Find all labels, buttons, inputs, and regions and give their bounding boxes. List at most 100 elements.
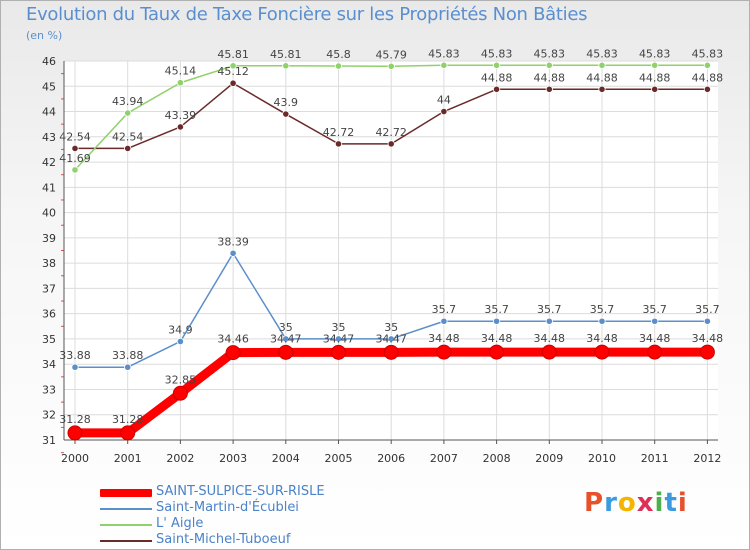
x-tick-label: 2011 [641,452,669,465]
proxiti-logo: Proxiti [584,488,688,518]
data-point [492,317,501,325]
data-point [651,85,659,93]
data-point [440,61,448,69]
data-point [229,79,237,87]
logo-letter: i [654,488,665,518]
data-label: 45.12 [217,65,249,78]
data-point [278,344,294,360]
y-tick-label: 43 [42,131,56,144]
y-tick-label: 33 [42,383,56,396]
data-label: 34.46 [217,333,249,346]
data-label: 45.83 [639,47,671,60]
y-tick-label: 32 [42,409,56,422]
data-point [492,85,501,93]
data-label: 35.7 [537,303,562,316]
data-point [598,61,606,69]
y-tick-label: 40 [42,207,56,220]
data-label: 35.7 [642,303,667,316]
x-tick-label: 2012 [693,452,721,465]
data-label: 35.7 [432,303,457,316]
chart-title: Evolution du Taux de Taxe Foncière sur l… [26,4,588,25]
data-label: 45.83 [534,47,566,60]
data-point [440,107,448,116]
y-tick-label: 46 [42,55,56,68]
logo-letter: i [677,488,688,518]
data-point [594,344,610,360]
logo-letter: x [636,488,655,518]
x-tick-label: 2008 [483,452,511,465]
legend-swatch [100,540,152,542]
data-point [651,61,659,69]
unit-label: (en %) [26,29,63,42]
data-label: 35.7 [590,303,615,316]
legend-label: SAINT-SULPICE-SUR-RISLE [156,484,325,499]
data-point [176,123,184,131]
data-label: 33.88 [112,349,144,362]
data-label: 34.47 [323,332,355,345]
data-label: 45.81 [270,48,302,61]
x-tick-label: 2009 [535,452,563,465]
data-label: 34.48 [639,332,671,345]
data-point [176,337,184,346]
data-label: 44.88 [639,71,671,84]
data-point [383,344,399,360]
data-point [489,344,505,360]
data-label: 35.7 [695,303,720,316]
data-point [282,335,290,343]
data-label: 33.88 [59,349,91,362]
x-tick-label: 2000 [61,452,89,465]
data-label: 34.48 [534,332,566,345]
data-point [703,85,712,93]
data-point [436,344,452,360]
data-label: 44.88 [692,71,724,84]
data-point [124,109,132,117]
data-label: 35 [279,321,293,334]
data-point [334,335,343,343]
data-label: 35.7 [484,303,509,316]
data-label: 35 [384,321,398,334]
y-tick-label: 41 [42,181,56,194]
logo-letter: r [604,488,618,518]
line-chart: 31 32 33 34 35 36 37 38 39 40 41 42 43 44 45 46 2000 2001… [42,47,723,465]
data-label: 34.48 [586,332,618,345]
data-label: 38.39 [217,235,249,248]
data-labels: 31.28 31.28 32.85 34.46 34.47 34.47 34.47 34.48… [59,47,723,426]
data-label: 42.54 [59,130,91,143]
data-label: 34.9 [168,323,193,336]
data-label: 42.72 [323,126,355,139]
data-label: 45.81 [217,48,249,61]
data-point [334,140,343,148]
data-point [440,317,448,325]
series-layer [67,61,715,441]
data-point [387,62,395,70]
data-label: 34.47 [375,332,407,345]
x-tick-label: 2004 [272,452,300,465]
data-label: 45.79 [375,48,407,61]
data-point [225,345,241,361]
data-point [492,61,501,69]
legend-swatch [100,524,152,526]
data-point [598,85,606,93]
x-tick-label: 2007 [430,452,458,465]
grid [64,60,718,441]
data-point [71,166,79,174]
legend-swatch [100,489,152,497]
data-label: 42.54 [112,130,144,143]
data-point [387,140,395,148]
data-label: 35 [332,321,346,334]
data-label: 45.83 [586,47,618,60]
data-label: 45.83 [481,47,513,60]
data-label: 31.28 [112,413,144,426]
legend-label: Saint-Martin-d'Écublei [156,500,299,515]
data-label: 34.48 [428,332,460,345]
data-label: 44.88 [481,71,513,84]
y-tick-label: 39 [42,232,56,245]
y-tick-label: 38 [42,257,56,270]
legend-item: SAINT-SULPICE-SUR-RISLE [100,484,420,501]
legend-label: L' Aigle [156,516,204,531]
legend-item: L' Aigle [100,516,420,533]
x-tick-label: 2001 [114,452,142,465]
logo-letter: P [584,488,605,518]
y-tick-label: 31 [42,434,56,447]
data-label: 45.14 [165,65,197,78]
